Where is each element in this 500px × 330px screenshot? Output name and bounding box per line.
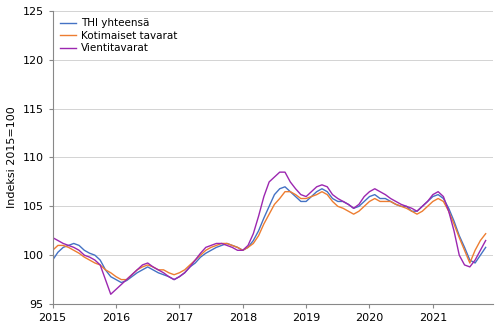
Vientitavarat [50, 236, 56, 240]
Legend: THI yhteensä, Kotimaiset tavarat, Vientitavarat: THI yhteensä, Kotimaiset tavarat, Vienti… [58, 16, 179, 55]
THI yhteensä [482, 246, 488, 249]
Line: Kotimaiset tavarat: Kotimaiset tavarat [52, 192, 486, 280]
Kotimaiset tavarat [482, 232, 488, 236]
THI yhteensä [372, 193, 378, 197]
Vientitavarat [144, 261, 150, 265]
THI yhteensä [76, 244, 82, 248]
THI yhteensä [282, 185, 288, 189]
Kotimaiset tavarat [319, 190, 325, 194]
Kotimaiset tavarat [113, 275, 119, 279]
Vientitavarat [372, 187, 378, 191]
THI yhteensä [319, 187, 325, 191]
THI yhteensä [118, 280, 124, 284]
Line: Vientitavarat: Vientitavarat [52, 172, 486, 294]
THI yhteensä [50, 258, 56, 262]
THI yhteensä [113, 278, 119, 281]
THI yhteensä [398, 204, 404, 208]
Vientitavarat [398, 202, 404, 206]
Line: THI yhteensä: THI yhteensä [52, 187, 486, 282]
Kotimaiset tavarat [144, 263, 150, 267]
Vientitavarat [482, 239, 488, 243]
Vientitavarat [76, 248, 82, 252]
Kotimaiset tavarat [282, 190, 288, 194]
THI yhteensä [144, 265, 150, 269]
Vientitavarat [108, 292, 114, 296]
Kotimaiset tavarat [118, 278, 124, 281]
Vientitavarat [118, 282, 124, 286]
Kotimaiset tavarat [76, 251, 82, 255]
Kotimaiset tavarat [50, 248, 56, 252]
Kotimaiset tavarat [372, 197, 378, 201]
Vientitavarat [319, 183, 325, 187]
Vientitavarat [276, 170, 282, 174]
Y-axis label: Indeksi 2015=100: Indeksi 2015=100 [7, 107, 17, 208]
Kotimaiset tavarat [398, 204, 404, 208]
